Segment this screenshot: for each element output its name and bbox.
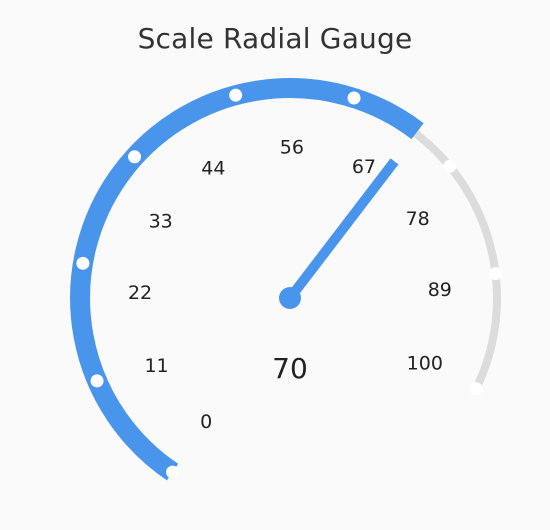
tick-label: 22 [128, 282, 152, 304]
scale-marker-dot [489, 267, 503, 281]
tick-label: 11 [144, 355, 168, 377]
scale-marker-dot [347, 91, 361, 105]
gauge-progress-arc [70, 78, 424, 481]
gauge-scale-markers [76, 88, 503, 479]
gauge-value-label: 70 [272, 352, 308, 385]
tick-label: 33 [149, 210, 173, 232]
tick-label: 100 [407, 352, 443, 374]
scale-marker-dot [128, 150, 142, 164]
tick-label: 89 [428, 279, 452, 301]
gauge-tick-labels: 0 11 22 33 44 56 67 78 89 100 [128, 137, 452, 433]
scale-marker-dot [90, 374, 104, 388]
tick-label: 67 [352, 156, 376, 178]
scale-marker-dot [76, 256, 90, 270]
gauge-needle-cap [279, 287, 301, 309]
tick-label: 78 [406, 208, 430, 230]
scale-marker-dot [443, 159, 457, 173]
gauge-needle [286, 158, 399, 302]
scale-marker-dot [166, 465, 180, 479]
scale-marker-dot [469, 382, 483, 396]
tick-label: 0 [200, 411, 212, 433]
gauge-title: Scale Radial Gauge [137, 22, 413, 55]
scale-marker-dot [229, 88, 243, 102]
tick-label: 44 [201, 158, 225, 180]
tick-label: 56 [280, 137, 304, 159]
